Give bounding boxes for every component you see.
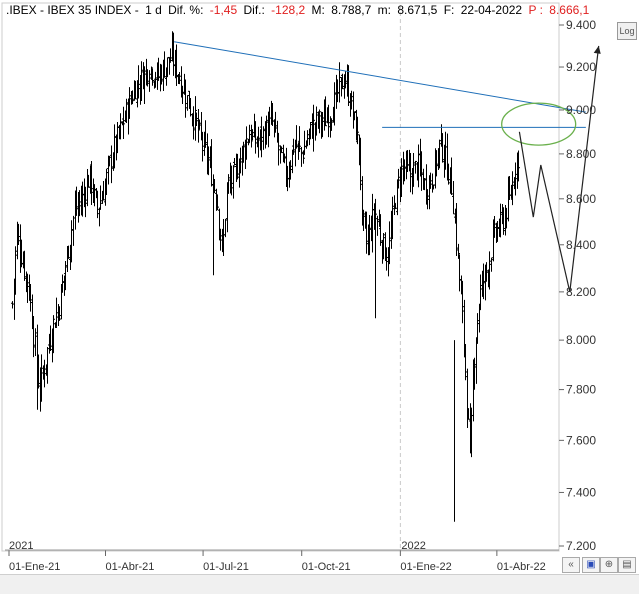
y-tick-label: 8.000 (566, 333, 596, 347)
y-tick-label: 9.000 (566, 103, 596, 117)
low-value: 8.671,5 (397, 3, 438, 17)
date-value: 22-04-2022 (460, 3, 523, 17)
bottom-toolbar (0, 574, 639, 594)
save-icon[interactable]: ▣ (582, 557, 600, 573)
change-pct-label: Dif. %: (168, 3, 204, 17)
price-value: 8.666,1 (549, 3, 590, 17)
y-tick-label: 8.600 (566, 192, 596, 206)
chart-header: .IBEX - IBEX 35 INDEX - 1 d Dif. %: -1,4… (0, 0, 589, 20)
year-label: 2021 (9, 540, 33, 552)
date-label: F: (443, 3, 455, 17)
zoom-icon[interactable]: ⊕ (600, 557, 618, 573)
x-tick-label: 01-Ene-21 (9, 561, 60, 573)
x-axis: 01-Ene-21 01-Abr-21 01-Jul-21 01-Oct-21 01-E… (5, 540, 559, 573)
x-tick-label: 01-Oct-21 (302, 561, 351, 573)
y-tick-label: 7.400 (566, 485, 596, 499)
y-tick-label: 9.200 (566, 60, 596, 74)
resistance-trendline (174, 41, 586, 113)
price-label: P : (528, 3, 543, 17)
projection-arrowhead (593, 45, 601, 54)
y-tick-label: 7.800 (566, 383, 596, 397)
change-value: -128,2 (271, 3, 306, 17)
x-tick-label: 01-Ene-22 (400, 561, 451, 573)
x-tick-label: 01-Abr-21 (106, 561, 155, 573)
y-tick-label: 8.200 (566, 285, 596, 299)
x-tick-label: 01-Abr-22 (497, 561, 546, 573)
instrument-name: .IBEX - IBEX 35 INDEX - (6, 3, 139, 17)
y-tick-label: 9.400 (566, 18, 596, 32)
plot-frame (1, 2, 560, 552)
annotations (174, 41, 601, 293)
log-scale-button[interactable]: Log (617, 22, 637, 40)
y-tick-label: 7.200 (566, 539, 596, 553)
highlight-ellipse (501, 102, 577, 146)
y-axis: 9.400 9.200 9.000 8.800 8.600 8.400 8.200 8.000… (559, 18, 596, 553)
change-label: Dif.: (243, 3, 265, 17)
projection-path (518, 45, 600, 293)
y-tick-label: 8.400 (566, 238, 596, 252)
x-tick-label: 01-Jul-21 (203, 561, 249, 573)
high-value: 8.788,7 (331, 3, 372, 17)
ohlc-bars (11, 31, 520, 522)
scroll-left-icon[interactable]: « (562, 557, 580, 573)
y-tick-label: 7.600 (566, 433, 596, 447)
change-pct-value: -1,45 (209, 3, 238, 17)
year-label: 2022 (401, 540, 425, 552)
low-label: m: (377, 3, 391, 17)
y-tick-label: 8.800 (566, 147, 596, 161)
period-label: 1 d (145, 3, 162, 17)
print-icon[interactable]: ▤ (618, 557, 636, 573)
high-label: M: (311, 3, 325, 17)
